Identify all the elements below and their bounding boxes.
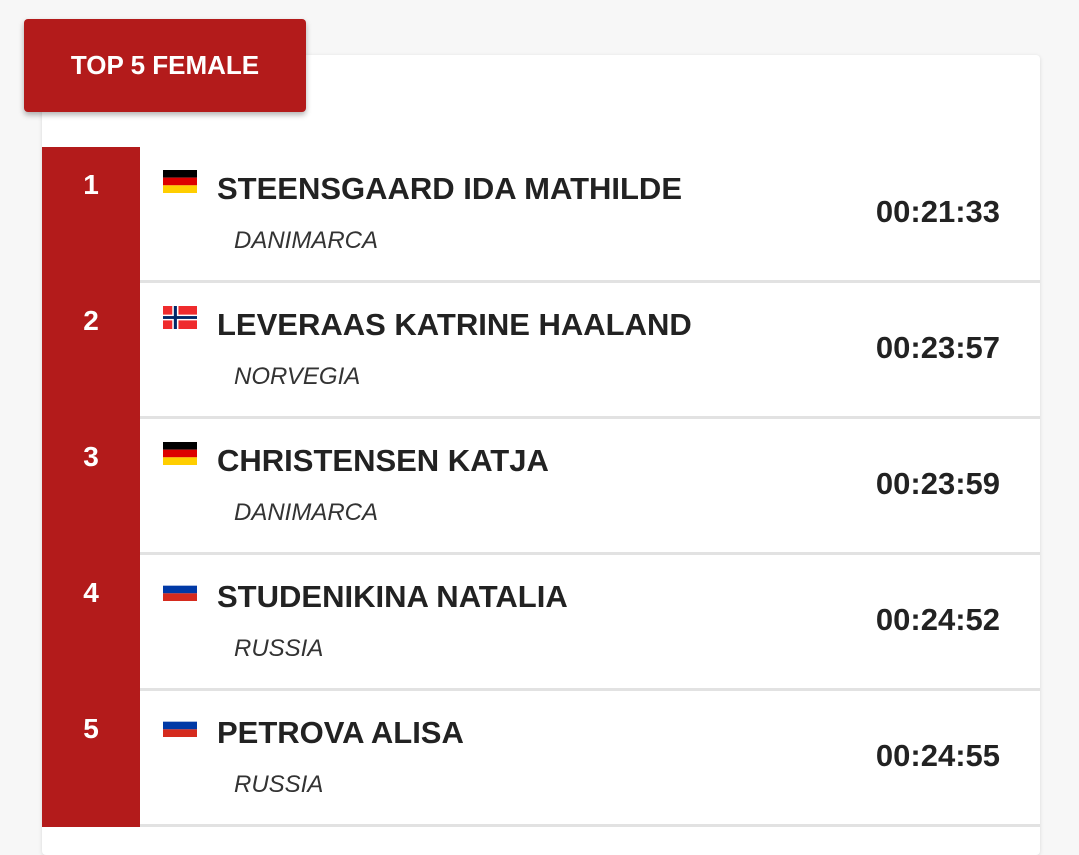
norway-flag-icon (163, 306, 197, 329)
result-row[interactable]: 3 CHRISTENSEN KATJA DANIMARCA 00:23:59 (42, 419, 1040, 555)
athlete-country: DANIMARCA (234, 499, 379, 526)
result-row[interactable]: 4 STUDENIKINA NATALIA RUSSIA 00:24:52 (42, 555, 1040, 691)
athlete-name: CHRISTENSEN KATJA (217, 443, 549, 478)
germany-flag-icon (163, 170, 197, 193)
result-row[interactable]: 1 STEENSGAARD IDA MATHILDE DANIMARCA 00:… (42, 147, 1040, 283)
section-title-badge: TOP 5 FEMALE (24, 19, 306, 112)
finish-time: 00:24:55 (875, 738, 1000, 773)
rank-number: 3 (42, 419, 140, 555)
athlete-name: STUDENIKINA NATALIA (217, 579, 568, 614)
russia-flag-icon (163, 714, 197, 737)
result-row[interactable]: 2 LEVERAAS KATRINE HAALAND NORVEGIA 00:2… (42, 283, 1040, 419)
athlete-name: PETROVA ALISA (217, 715, 464, 750)
results-list: 1 STEENSGAARD IDA MATHILDE DANIMARCA 00:… (42, 147, 1040, 827)
athlete-name: STEENSGAARD IDA MATHILDE (217, 171, 682, 206)
athlete-country: RUSSIA (234, 771, 324, 798)
athlete-country: NORVEGIA (234, 363, 361, 390)
rank-number: 5 (42, 691, 140, 827)
rank-number: 1 (42, 147, 140, 283)
rank-number: 2 (42, 283, 140, 419)
finish-time: 00:23:59 (875, 466, 1000, 501)
finish-time: 00:23:57 (875, 330, 1000, 365)
finish-time: 00:21:33 (875, 194, 1000, 229)
rank-number: 4 (42, 555, 140, 691)
athlete-name: LEVERAAS KATRINE HAALAND (217, 307, 692, 342)
russia-flag-icon (163, 578, 197, 601)
germany-flag-icon (163, 442, 197, 465)
athlete-country: DANIMARCA (234, 227, 379, 254)
finish-time: 00:24:52 (875, 602, 1000, 637)
result-row[interactable]: 5 PETROVA ALISA RUSSIA 00:24:55 (42, 691, 1040, 827)
athlete-country: RUSSIA (234, 635, 324, 662)
